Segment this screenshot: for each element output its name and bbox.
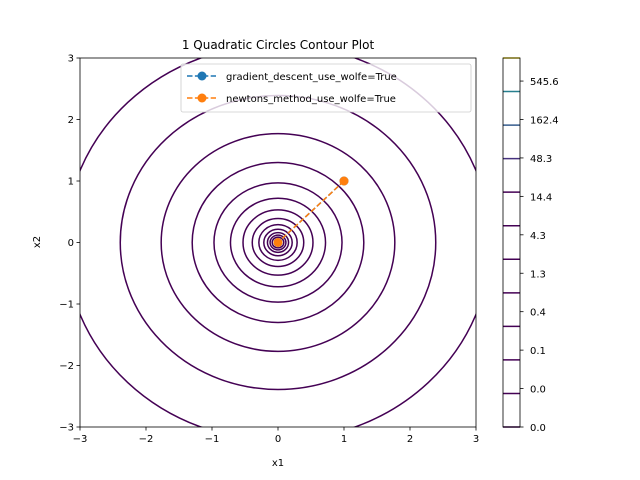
y-tick-label-5: 2 bbox=[68, 115, 74, 126]
optimizer-paths bbox=[273, 176, 349, 247]
legend-entry-newtons-method: newtons_method_use_wolfe=True bbox=[187, 93, 396, 105]
colorbar-tick-label-7: 48.3 bbox=[530, 154, 552, 165]
x-tick-label-1: −2 bbox=[139, 434, 154, 445]
contour-line-3 bbox=[263, 228, 293, 257]
x-tick-label-5: 2 bbox=[407, 434, 413, 445]
colorbar-tick-label-3: 0.4 bbox=[530, 308, 546, 319]
contour-lines bbox=[80, 58, 476, 427]
contour-line-6 bbox=[242, 209, 314, 276]
contour-line-8 bbox=[213, 182, 343, 303]
colorbar-frame bbox=[502, 57, 521, 428]
contour-line-5 bbox=[251, 217, 305, 268]
colorbar: 0.0 0.0 0.1 0.4 1.3 4.3 14.4 48.3 162.4 545.6 bbox=[502, 57, 559, 434]
x-tick-label-0: −3 bbox=[73, 434, 88, 445]
y-tick-label-0: −3 bbox=[59, 423, 74, 434]
series-1-point-1 bbox=[273, 238, 283, 247]
plot-area bbox=[79, 57, 477, 428]
x-tick-label-4: 1 bbox=[341, 434, 347, 445]
legend-box bbox=[180, 63, 472, 113]
contour-line-1 bbox=[269, 234, 287, 251]
colorbar-tick-label-0: 0.0 bbox=[530, 423, 546, 434]
colorbar-tick-label-2: 0.1 bbox=[530, 346, 546, 357]
legend-entry-gradient-descent: gradient_descent_use_wolfe=True bbox=[187, 71, 397, 83]
contour-line-2 bbox=[266, 231, 290, 254]
y-tick-label-1: −2 bbox=[59, 361, 74, 372]
legend-label-newtons-method: newtons_method_use_wolfe=True bbox=[226, 94, 396, 105]
colorbar-tick-label-5: 4.3 bbox=[530, 231, 546, 242]
colorbar-tick-label-6: 14.4 bbox=[530, 192, 552, 203]
contour-line-9 bbox=[191, 161, 365, 324]
y-tick-label-6: 3 bbox=[68, 54, 74, 65]
x-axis-label: x1 bbox=[272, 458, 284, 469]
series-line-1 bbox=[277, 180, 345, 244]
colorbar-tick-label-1: 0.0 bbox=[530, 385, 546, 396]
legend: gradient_descent_use_wolfe=True newtons_… bbox=[180, 63, 472, 113]
colorbar-tick-label-8: 162.4 bbox=[530, 116, 559, 127]
chart-title: 1 Quadratic Circles Contour Plot bbox=[182, 38, 375, 52]
y-axis-ticks: −3 −2 −1 0 1 2 3 bbox=[59, 54, 80, 434]
y-tick-label-2: −1 bbox=[59, 300, 74, 311]
y-tick-label-3: 0 bbox=[68, 238, 74, 249]
x-axis-ticks: −3 −2 −1 0 1 2 3 bbox=[73, 427, 479, 445]
contour-line-0 bbox=[271, 236, 285, 249]
legend-marker-gradient-descent bbox=[197, 71, 207, 81]
colorbar-ticks: 0.0 0.0 0.1 0.4 1.3 4.3 14.4 48.3 162.4 545.6 bbox=[520, 77, 559, 434]
legend-marker-newtons-method bbox=[197, 93, 207, 103]
contour-line-7 bbox=[229, 197, 327, 288]
colorbar-levels bbox=[503, 57, 520, 428]
x-tick-label-6: 3 bbox=[473, 434, 479, 445]
series-1-point-0 bbox=[339, 176, 349, 186]
y-axis-label: x2 bbox=[32, 236, 43, 248]
contour-line-4 bbox=[258, 223, 298, 262]
colorbar-tick-label-4: 1.3 bbox=[530, 269, 546, 280]
legend-label-gradient-descent: gradient_descent_use_wolfe=True bbox=[226, 72, 397, 83]
x-tick-label-2: −1 bbox=[205, 434, 220, 445]
contour-line-10 bbox=[160, 132, 396, 353]
x-tick-label-3: 0 bbox=[275, 434, 281, 445]
colorbar-tick-label-9: 545.6 bbox=[530, 77, 559, 88]
y-tick-label-4: 1 bbox=[68, 177, 74, 188]
